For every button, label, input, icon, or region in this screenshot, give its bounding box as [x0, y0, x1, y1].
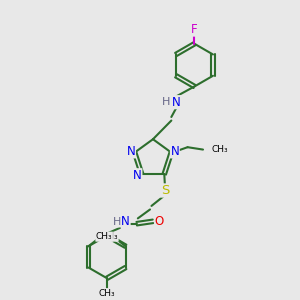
Text: CH₃: CH₃ — [99, 289, 115, 298]
Text: H: H — [162, 97, 170, 107]
Text: N: N — [133, 169, 142, 182]
Text: N: N — [172, 96, 181, 109]
Text: CH₃: CH₃ — [96, 232, 112, 241]
Text: CH₃: CH₃ — [211, 145, 228, 154]
Text: O: O — [155, 215, 164, 228]
Text: S: S — [160, 184, 169, 197]
Text: F: F — [191, 23, 198, 36]
Text: N: N — [121, 215, 130, 228]
Text: CH₃: CH₃ — [102, 232, 118, 241]
Text: H: H — [112, 217, 121, 227]
Text: N: N — [127, 145, 136, 158]
Text: N: N — [170, 145, 179, 158]
